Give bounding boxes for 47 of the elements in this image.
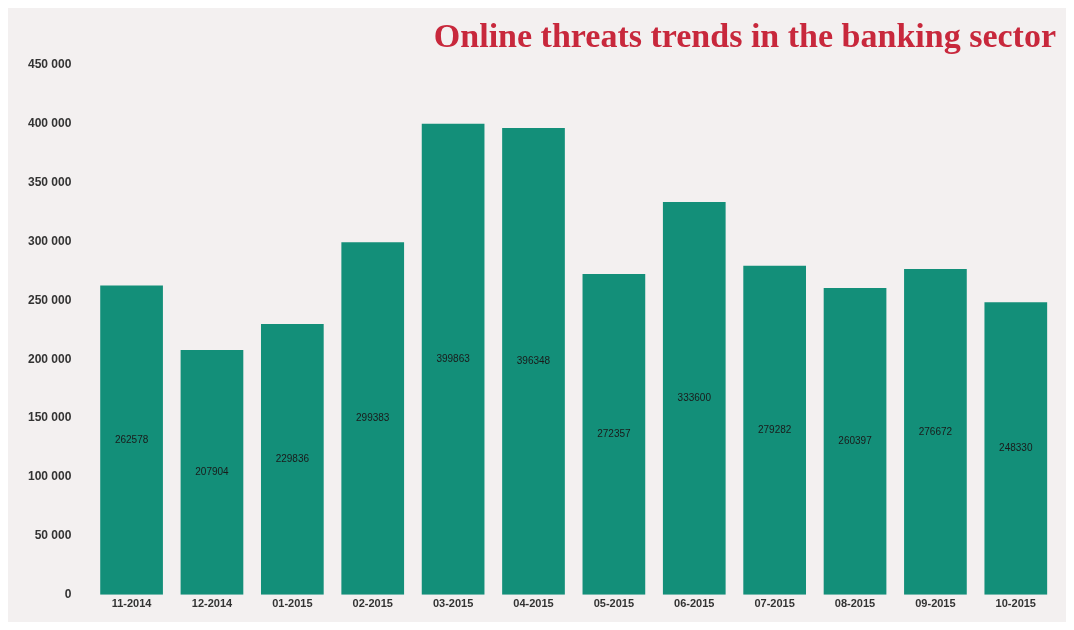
- bar: [823, 288, 887, 595]
- bar: [100, 285, 163, 595]
- y-tick-label: 0: [64, 587, 72, 602]
- data-label: 207904: [195, 466, 230, 478]
- data-label: 399863: [436, 353, 471, 365]
- bar: [904, 268, 967, 595]
- bar: [260, 324, 324, 595]
- data-label: 260397: [838, 435, 873, 447]
- y-tick-label: 400 000: [27, 116, 72, 130]
- x-tick-label: 08-2015: [834, 597, 876, 610]
- x-tick-label: 04-2015: [513, 597, 554, 610]
- bar: [341, 242, 405, 595]
- bar: [662, 201, 726, 595]
- x-tick-label: 11-2014: [111, 597, 153, 610]
- x-tick-label: 10-2015: [995, 597, 1036, 610]
- bar: [984, 302, 1048, 595]
- data-label: 272357: [597, 428, 631, 440]
- data-label: 299383: [356, 412, 390, 424]
- chart-title: Online threats trends in the banking sector: [433, 17, 1056, 55]
- y-tick-label: 300 000: [27, 233, 72, 248]
- x-tick-label: 02-2015: [352, 597, 393, 610]
- bar: [180, 349, 244, 595]
- x-tick-label: 01-2015: [272, 597, 313, 610]
- bar: [421, 123, 485, 595]
- y-tick-label: 50 000: [34, 528, 72, 543]
- bar: [743, 265, 806, 595]
- data-label: 279282: [757, 424, 792, 436]
- y-tick-label: 250 000: [27, 292, 72, 307]
- y-tick-label: 200 000: [27, 351, 72, 366]
- data-label: 396348: [516, 355, 551, 367]
- x-tick-label: 06-2015: [674, 597, 715, 610]
- data-label: 262578: [114, 433, 149, 445]
- bar: [502, 127, 565, 595]
- x-tick-label: 03-2015: [432, 597, 474, 610]
- y-tick-label: 100 000: [27, 469, 72, 484]
- y-tick-label: 150 000: [27, 410, 72, 425]
- y-tick-label: 450 000: [27, 57, 72, 72]
- x-tick-label: 05-2015: [593, 597, 635, 610]
- data-label: 248330: [999, 442, 1033, 454]
- data-label: 276672: [918, 425, 953, 437]
- data-label: 229836: [275, 453, 310, 465]
- x-tick-label: 07-2015: [754, 597, 795, 610]
- data-label: 333600: [677, 392, 712, 404]
- x-tick-label: 12-2014: [191, 597, 234, 610]
- x-tick-label: 09-2015: [915, 597, 956, 610]
- y-tick-label: 350 000: [27, 174, 72, 189]
- bar: [582, 274, 646, 595]
